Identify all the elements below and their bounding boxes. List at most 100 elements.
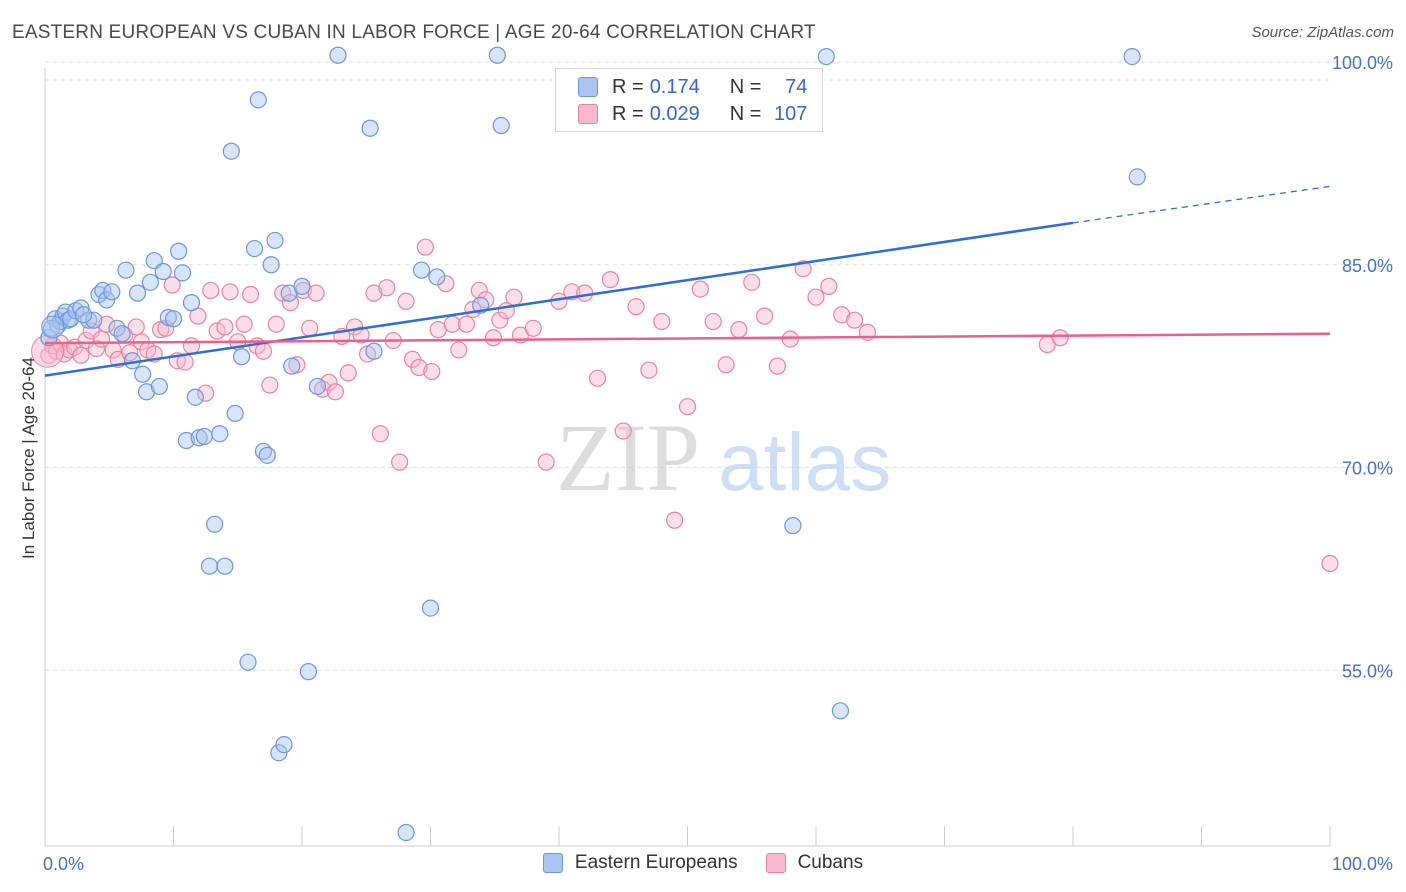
- legend-r-value: 0.174: [649, 75, 700, 98]
- chart-title: EASTERN EUROPEAN VS CUBAN IN LABOR FORCE…: [12, 22, 816, 43]
- data-point-cubans: [601, 271, 620, 289]
- data-point-eastern-europeans: [293, 277, 311, 295]
- data-point-eastern-europeans: [173, 264, 192, 282]
- watermark-zip: ZIP: [556, 404, 700, 511]
- data-point-cubans: [794, 260, 812, 278]
- data-point-cubans: [537, 453, 555, 471]
- data-point-cubans: [261, 376, 279, 394]
- data-point-eastern-europeans: [226, 404, 244, 423]
- data-point-eastern-europeans: [365, 342, 383, 360]
- data-point-eastern-europeans: [182, 294, 201, 312]
- data-point-cubans: [743, 273, 761, 291]
- legend-item-eastern-europeans[interactable]: Eastern Europeans: [542, 852, 738, 874]
- data-point-cubans: [410, 358, 428, 377]
- series-eastern-europeans: [40, 46, 1146, 842]
- data-point-eastern-europeans: [492, 116, 510, 135]
- data-point-eastern-europeans: [150, 377, 168, 396]
- legend-item-cubans[interactable]: Cubans: [765, 852, 864, 874]
- series-legend: Eastern Europeans Cubans: [0, 852, 1406, 874]
- data-point-cubans: [437, 275, 455, 293]
- data-point-eastern-europeans: [222, 142, 240, 160]
- stats-legend: R = 0.174 N = 74 R = 0.029 N = 107: [555, 68, 823, 132]
- data-point-cubans: [371, 425, 389, 443]
- data-point-cubans: [339, 364, 357, 382]
- data-point-cubans: [98, 315, 116, 333]
- data-point-cubans: [781, 330, 799, 348]
- data-point-cubans: [313, 380, 332, 398]
- data-point-eastern-europeans: [412, 261, 431, 279]
- data-point-eastern-europeans: [103, 283, 121, 301]
- data-point-eastern-europeans: [200, 557, 219, 575]
- data-point-cubans: [301, 319, 319, 337]
- legend-swatch-blue: [578, 77, 598, 97]
- data-point-eastern-europeans: [74, 306, 93, 324]
- data-point-eastern-europeans: [177, 431, 195, 450]
- data-point-eastern-europeans: [67, 302, 85, 320]
- data-point-eastern-europeans: [266, 231, 284, 250]
- data-point-eastern-europeans: [195, 427, 213, 446]
- data-point-cubans: [1051, 329, 1069, 347]
- data-point-cubans: [505, 288, 523, 306]
- data-point-cubans: [653, 312, 671, 331]
- data-point-cubans: [807, 288, 825, 306]
- legend-n-value: 74: [785, 75, 808, 98]
- data-point-eastern-europeans: [1128, 168, 1146, 186]
- axes: [44, 68, 1331, 847]
- data-point-eastern-europeans: [831, 702, 850, 720]
- data-point-eastern-europeans: [817, 47, 835, 66]
- legend-label-cubans: Cubans: [797, 852, 864, 873]
- legend-n-value: 107: [774, 102, 808, 125]
- legend-n-label: N =: [729, 102, 762, 125]
- data-point-eastern-europeans: [249, 91, 267, 109]
- data-point-eastern-europeans: [239, 653, 257, 671]
- data-point-eastern-europeans: [186, 388, 204, 406]
- legend-row-cubans: R = 0.029 N = 107: [578, 101, 807, 127]
- data-point-eastern-europeans: [72, 299, 90, 317]
- data-point-eastern-europeans: [170, 242, 188, 260]
- data-point-eastern-europeans: [137, 383, 156, 401]
- data-point-eastern-europeans: [283, 357, 301, 375]
- data-point-eastern-europeans: [164, 310, 183, 328]
- data-point-cubans: [576, 284, 594, 302]
- data-point-cubans: [833, 306, 851, 324]
- data-point-cubans: [730, 321, 748, 339]
- data-point-eastern-europeans: [141, 273, 159, 291]
- legend-swatch-pink: [578, 104, 598, 124]
- legend-label-eastern-europeans: Eastern Europeans: [574, 852, 738, 873]
- data-point-cubans: [378, 279, 396, 297]
- trend-line-cubans: [44, 332, 1331, 345]
- watermark: ZIP atlas: [556, 404, 891, 511]
- y-tick-label: 70.0%: [1342, 459, 1393, 479]
- data-point-eastern-europeans: [488, 46, 506, 64]
- data-point-cubans: [491, 311, 509, 329]
- data-point-cubans: [640, 361, 658, 379]
- data-point-eastern-europeans: [85, 311, 103, 329]
- data-point-cubans: [1321, 554, 1339, 573]
- data-point-eastern-europeans: [262, 256, 280, 274]
- data-point-eastern-europeans: [128, 284, 147, 302]
- data-point-eastern-europeans: [275, 736, 293, 754]
- data-point-cubans: [163, 276, 181, 294]
- data-point-eastern-europeans: [1123, 47, 1141, 66]
- legend-row-eastern-europeans: R = 0.174 N = 74: [578, 74, 807, 100]
- data-point-cubans: [820, 277, 838, 295]
- data-point-eastern-europeans: [233, 348, 251, 366]
- legend-r-label: R =: [612, 75, 644, 98]
- data-point-cubans: [242, 285, 260, 304]
- data-point-cubans: [72, 346, 90, 364]
- data-point-eastern-europeans: [134, 365, 152, 383]
- data-point-eastern-europeans: [258, 446, 276, 464]
- data-point-cubans: [704, 312, 722, 331]
- data-point-eastern-europeans: [94, 281, 112, 300]
- data-point-cubans: [457, 315, 476, 333]
- data-point-eastern-europeans: [216, 557, 234, 575]
- data-point-cubans: [423, 362, 441, 381]
- data-point-cubans: [197, 384, 215, 402]
- data-point-cubans: [307, 284, 325, 302]
- data-point-cubans: [484, 329, 503, 347]
- legend-r-label: R =: [612, 102, 644, 125]
- data-point-eastern-europeans: [361, 119, 379, 137]
- data-point-cubans: [416, 238, 434, 256]
- data-point-cubans: [352, 326, 370, 344]
